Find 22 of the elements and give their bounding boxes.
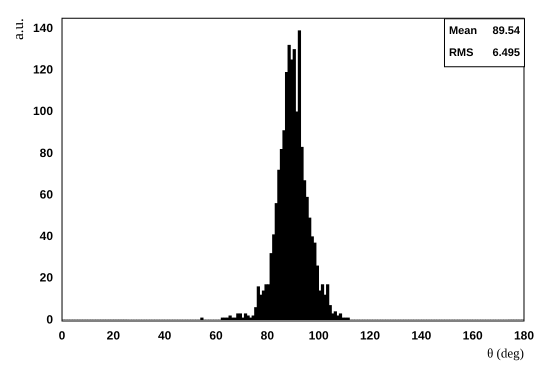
- x-tick-label: 20: [106, 328, 120, 343]
- x-tick-label: 180: [514, 328, 534, 343]
- text: Mean 89.54: [448, 25, 520, 38]
- y-tick-label: 40: [40, 229, 54, 244]
- x-tick-label: 120: [360, 328, 380, 343]
- x-tick-label: 80: [260, 328, 274, 343]
- y-tick-label: 20: [40, 270, 54, 285]
- y-tick-label: 100: [32, 104, 54, 118]
- y-tick-label: 140: [32, 20, 54, 35]
- x-tick-label: 160: [462, 328, 483, 343]
- y-tick-label: 80: [40, 146, 54, 160]
- text: RMS 6.495: [448, 47, 520, 60]
- x-tick-label: 40: [158, 328, 172, 343]
- y-tick-label: 120: [32, 62, 54, 77]
- y-tick-label: 60: [40, 187, 54, 202]
- y-axis-title: a.u.: [10, 18, 27, 40]
- x-tick-label: 100: [308, 328, 329, 343]
- x-axis-title: θ (deg): [487, 346, 524, 361]
- x-tick-label: 140: [411, 328, 432, 343]
- y-tick-label: 0: [46, 312, 54, 326]
- x-tick-label: 60: [209, 328, 224, 343]
- x-tick-label: 0: [58, 328, 66, 343]
